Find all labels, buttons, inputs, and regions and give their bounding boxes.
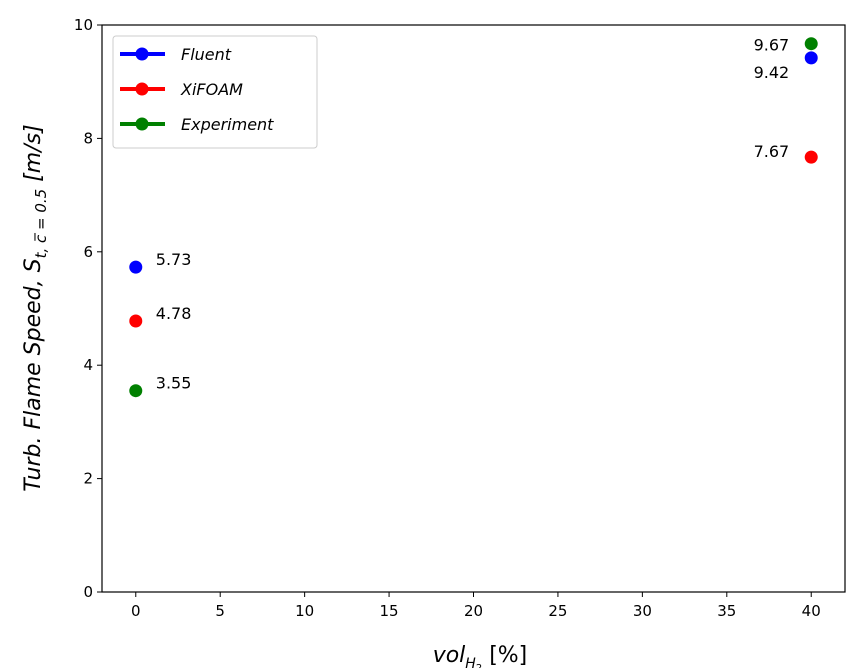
data-label: 5.73: [156, 250, 192, 269]
y-tick-label: 4: [83, 356, 93, 374]
data-label: 3.55: [156, 374, 192, 393]
x-tick-label: 30: [633, 602, 652, 620]
legend-label: Experiment: [181, 115, 274, 134]
y-tick-label: 6: [83, 243, 93, 261]
data-point: [804, 51, 818, 65]
x-tick-label: 0: [131, 602, 141, 620]
data-point: [804, 37, 818, 51]
x-axis-title: volH2 [%]: [433, 643, 528, 668]
legend-label: XiFOAM: [180, 80, 243, 99]
x-tick-label: 20: [464, 602, 483, 620]
y-tick-label: 0: [83, 583, 93, 601]
legend-marker: [135, 82, 149, 96]
x-tick-label: 5: [215, 602, 225, 620]
y-tick-label: 10: [74, 16, 93, 34]
data-point: [129, 260, 143, 274]
data-label: 7.67: [754, 142, 790, 161]
y-axis-ticks: 0 2 4 6 8 10: [74, 16, 102, 601]
x-tick-label: 10: [295, 602, 314, 620]
data-point: [129, 384, 143, 398]
y-tick-label: 2: [83, 470, 93, 488]
x-tick-label: 25: [548, 602, 567, 620]
plot-frame: [101, 24, 846, 593]
legend: Fluent XiFOAM Experiment: [112, 35, 318, 149]
x-axis-ticks: 0 5 10 15 20 25 30 35 40: [131, 592, 821, 620]
x-tick-label: 35: [717, 602, 736, 620]
legend-marker: [135, 117, 149, 131]
data-labels: 5.73 9.42 4.78 7.67 3.55 9.67: [156, 36, 789, 393]
y-axis-title: Turb. Flame Speed, St, c̅ = 0.5 [m/s]: [21, 124, 50, 491]
data-points: [129, 37, 818, 398]
data-point: [129, 314, 143, 328]
data-label: 9.42: [754, 63, 790, 82]
x-tick-label: 40: [802, 602, 821, 620]
legend-marker: [135, 47, 149, 61]
legend-label: Fluent: [181, 45, 232, 64]
y-tick-label: 8: [83, 129, 93, 147]
legend-box: [112, 35, 318, 149]
data-label: 9.67: [754, 36, 790, 55]
data-label: 4.78: [156, 304, 192, 323]
data-point: [804, 150, 818, 164]
x-tick-label: 15: [380, 602, 399, 620]
